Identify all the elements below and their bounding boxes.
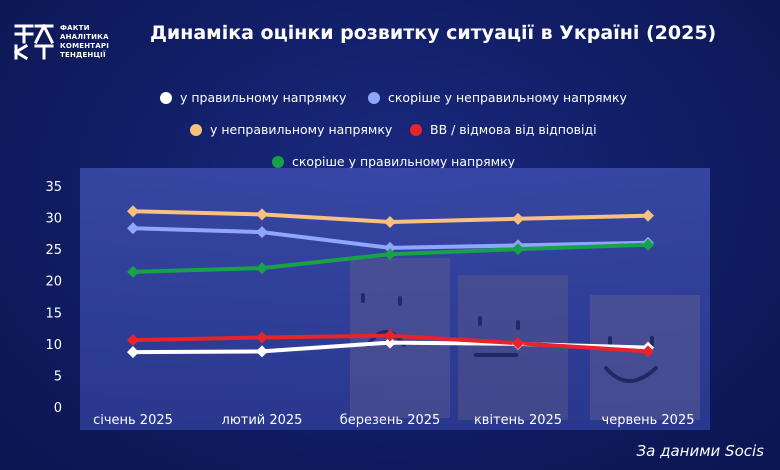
data-point-series-1-0 [127,222,139,235]
legend-marker [272,155,284,168]
happy-face-mouth [604,366,658,383]
data-point-series-3-1 [256,331,268,344]
wooden-block-neutral [458,275,568,420]
page-title: Динаміка оцінки розвитку ситуації в Укра… [150,22,717,44]
data-point-series-1-1 [256,226,268,239]
data-point-series-2-1 [256,208,268,221]
logo-line: КОМЕНТАРІ [60,42,110,50]
data-point-series-0-0 [127,346,139,359]
legend-label: скоріше у правильному напрямку [292,154,516,169]
data-point-series-0-2 [384,336,396,349]
y-axis: 0 5 10 15 20 25 30 35 [45,180,62,416]
data-point-series-4-3 [512,243,524,256]
legend-label: скоріше у неправильному напрямку [388,90,627,105]
happy-face-eyes [608,336,654,346]
data-point-series-3-3 [512,337,524,350]
data-point-series-2-3 [512,212,524,225]
legend-marker [160,91,172,104]
x-tick-label: лютий 2025 [222,413,303,428]
logo-line: ФАКТИ [60,24,90,32]
data-point-series-2-2 [384,215,396,228]
x-tick-label: березень 2025 [340,413,441,428]
legend-label: у правильному напрямку [180,90,347,105]
legend-label: ВВ / відмова від відповіді [430,122,597,137]
y-tick-label: 10 [45,338,62,353]
data-point-series-1-2 [384,241,396,254]
data-point-series-3-2 [384,329,396,342]
legend-marker [410,123,422,136]
data-point-series-2-0 [127,205,139,218]
legend-label: у неправильному напрямку [210,122,393,137]
legend-item-series-2: у неправильному напрямку [190,122,392,137]
logo-line: АНАЛІТИКА [60,33,109,41]
legend-item-series-4: скоріше у правильному напрямку [272,154,515,169]
legend-item-series-3: ВВ / відмова від відповіді [410,122,597,137]
x-tick-label: січень 2025 [93,413,173,428]
logo-text: ФАКТИ АНАЛІТИКА КОМЕНТАРІ ТЕНДЕНЦІЇ [60,24,109,60]
data-point-series-4-1 [256,262,268,275]
legend-marker [368,91,380,104]
data-point-series-3-4 [642,345,654,358]
wooden-block-happy [590,295,700,420]
legend-item-series-0: у правильному напрямку [160,90,346,105]
x-tick-label: червень 2025 [602,413,695,428]
data-point-series-0-1 [256,345,268,358]
x-axis: січень 2025 лютий 2025 березень 2025 квітен… [93,413,694,428]
neutral-face-eyes [478,316,520,330]
logo: ФАКТИ АНАЛІТИКА КОМЕНТАРІ ТЕНДЕНЦІЇ [12,20,122,64]
fakt-logo-icon [13,23,55,60]
logo-line: ТЕНДЕНЦІЇ [60,51,106,59]
legend-item-series-1: скоріше у неправильному напрямку [368,90,627,105]
y-tick-label: 5 [54,369,62,384]
x-tick-label: квітень 2025 [474,413,562,428]
data-point-series-3-0 [127,334,139,347]
series-points [127,205,654,359]
source-note: За даними Socis [636,442,764,460]
y-tick-label: 35 [45,180,62,195]
y-tick-label: 0 [54,401,62,416]
y-tick-label: 15 [45,306,62,321]
data-point-series-4-2 [384,248,396,261]
y-tick-label: 25 [45,243,62,258]
y-tick-label: 30 [45,212,62,227]
y-tick-label: 20 [45,275,62,290]
data-point-series-2-4 [642,209,654,222]
data-point-series-4-0 [127,265,139,278]
sad-face-eyes [361,293,402,306]
data-point-series-4-4 [642,238,654,251]
legend-marker [190,123,202,136]
